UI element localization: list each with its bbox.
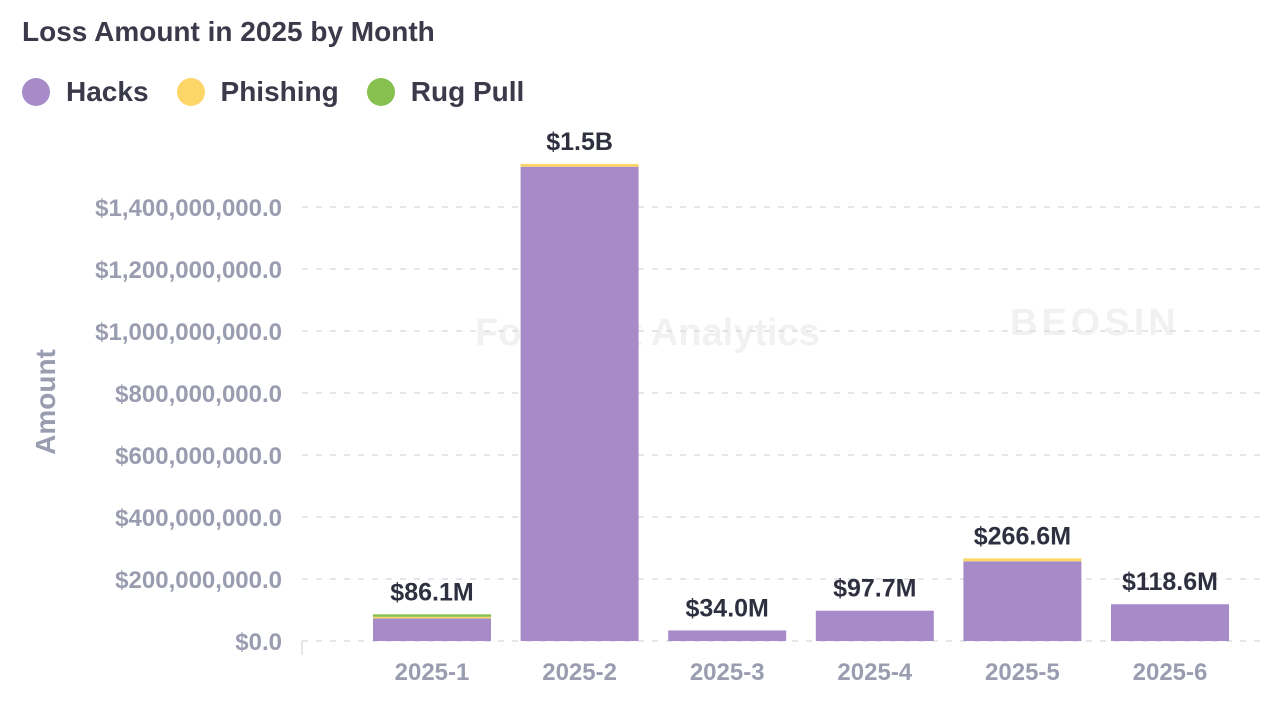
total-label: $34.0M <box>686 594 769 622</box>
total-label: $86.1M <box>390 578 473 606</box>
legend-item-phishing[interactable]: Phishing <box>176 76 339 108</box>
x-tick-label: 2025-1 <box>395 659 470 686</box>
y-tick-label: $1,400,000,000.0 <box>95 195 282 222</box>
bar-rug-pull <box>373 614 491 617</box>
legend-label: Phishing <box>220 76 339 107</box>
total-label: $1.5B <box>546 128 613 156</box>
legend-item-hacks[interactable]: Hacks <box>22 76 149 108</box>
y-tick-label: $600,000,000.0 <box>115 443 282 470</box>
legend-swatch <box>176 78 205 106</box>
bar-hacks <box>815 610 934 641</box>
legend-label: Rug Pull <box>410 76 525 107</box>
y-axis-label: Amount <box>30 349 61 455</box>
x-tick-label: 2025-2 <box>542 659 617 686</box>
bar-hacks <box>520 166 639 641</box>
bar-phishing <box>373 616 491 619</box>
x-tick-label: 2025-6 <box>1133 659 1208 686</box>
x-tick-label: 2025-3 <box>690 659 765 686</box>
bar-hacks <box>963 561 1082 641</box>
bar-hacks <box>1111 604 1229 641</box>
legend-swatch <box>366 78 395 106</box>
watermark-beosin: BEOSIN <box>1010 302 1180 344</box>
bar-hacks <box>373 618 491 641</box>
y-tick-label: $1,000,000,000.0 <box>95 319 282 346</box>
legend-label: Hacks <box>66 76 149 107</box>
y-tick-label: $0.0 <box>235 629 282 656</box>
legend-item-rug-pull[interactable]: Rug Pull <box>366 76 525 108</box>
total-label: $266.6M <box>974 522 1071 550</box>
legend-swatch <box>22 78 50 106</box>
y-tick-label: $200,000,000.0 <box>115 567 282 594</box>
y-tick-label: $800,000,000.0 <box>115 381 282 408</box>
chart-title: Loss Amount in 2025 by Month <box>22 16 435 47</box>
x-tick-label: 2025-4 <box>837 659 912 686</box>
y-tick-label: $1,200,000,000.0 <box>95 257 282 284</box>
legend: Hacks Phishing Rug Pull <box>22 76 524 108</box>
total-label: $118.6M <box>1122 568 1218 596</box>
total-label: $97.7M <box>833 575 916 603</box>
x-tick-label: 2025-5 <box>985 659 1060 686</box>
y-tick-label: $400,000,000.0 <box>115 505 282 532</box>
bar-phishing <box>520 163 639 167</box>
bar-hacks <box>668 630 787 641</box>
bar-phishing <box>963 558 1082 562</box>
